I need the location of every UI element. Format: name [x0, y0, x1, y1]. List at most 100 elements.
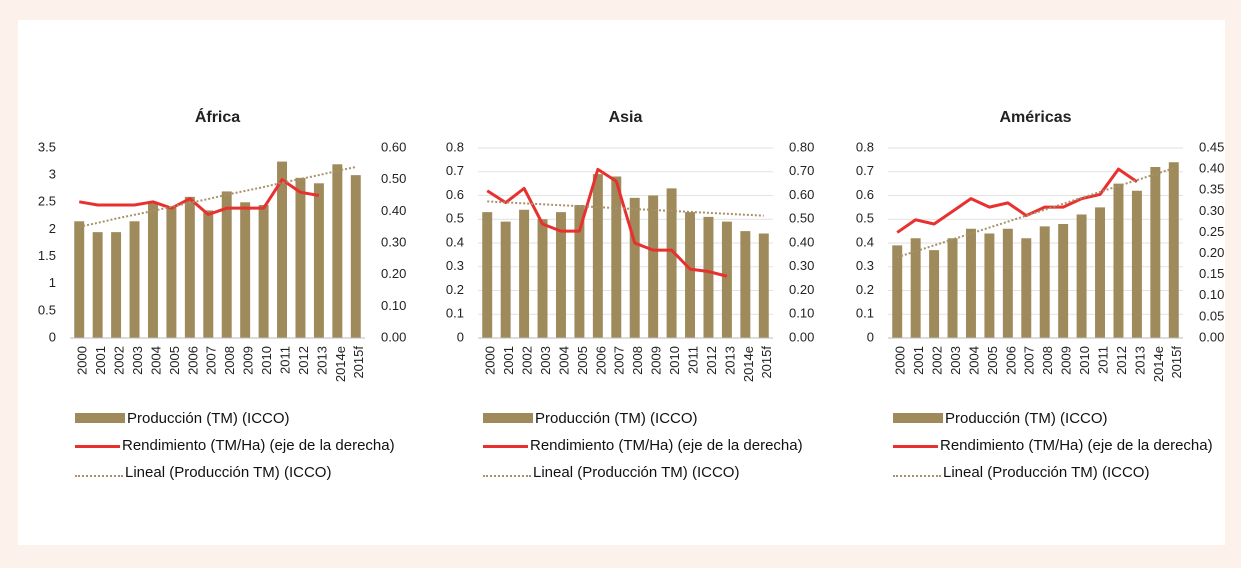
bar [965, 228, 976, 338]
y2-tick-label: 0.20 [381, 266, 406, 281]
legend-label: Lineal (Producción TM) (ICCO) [125, 464, 332, 481]
x-tick-label: 2012 [704, 346, 719, 375]
bar [984, 233, 995, 338]
legend-swatch [483, 413, 533, 423]
x-tick-label: 2008 [630, 346, 645, 375]
chart-title: Américas [999, 109, 1071, 126]
bar [648, 195, 659, 338]
y2-tick-label: 0.45 [1199, 139, 1224, 154]
bar [129, 221, 140, 338]
y2-tick-label: 0.00 [789, 329, 814, 344]
y2-tick-label: 0.20 [1199, 245, 1224, 260]
x-tick-label: 2007 [1022, 346, 1037, 375]
chart-title: Asia [609, 109, 643, 126]
x-tick-label: 2009 [241, 346, 256, 375]
legend-item: Lineal (Producción TM) (ICCO) [483, 459, 893, 486]
bar [1021, 238, 1032, 338]
x-tick-label: 2003 [948, 346, 963, 375]
bar [277, 161, 288, 338]
y2-tick-label: 0.05 [1199, 308, 1224, 323]
legend-swatch [893, 413, 943, 423]
x-tick-label: 2014e [333, 346, 348, 382]
legend-item: Producción (TM) (ICCO) [75, 405, 485, 432]
legend-swatch [893, 475, 941, 477]
y-tick-label: 0.2 [446, 282, 464, 297]
bar [555, 212, 566, 338]
y2-tick-label: 0.10 [381, 298, 406, 313]
trend-line [896, 167, 1175, 259]
x-tick-label: 2007 [612, 346, 627, 375]
line [486, 167, 728, 278]
legend-swatch [75, 413, 125, 423]
x-tick-label: 2004 [966, 346, 981, 375]
y-tick-label: 2 [49, 221, 56, 236]
bar [500, 221, 511, 338]
bar [1076, 214, 1087, 338]
y-tick-label: 0.5 [856, 211, 874, 226]
bar [203, 210, 214, 338]
y2-tick-label: 0.70 [789, 163, 814, 178]
bar [519, 209, 530, 338]
y-tick-label: 0.6 [856, 187, 874, 202]
x-tick-label: 2005 [167, 346, 182, 375]
bar [240, 202, 251, 338]
x-tick-label: 2011 [277, 346, 292, 374]
bar [74, 221, 85, 338]
y2-tick-label: 0.50 [789, 211, 814, 226]
x-tick-label: 2015f [759, 346, 774, 379]
y-tick-label: 1 [49, 275, 56, 290]
legend-swatch [75, 475, 123, 477]
y2-tick-label: 0.20 [789, 282, 814, 297]
bar [1168, 162, 1179, 338]
x-tick-label: 2015f [351, 346, 366, 379]
legend-label: Lineal (Producción TM) (ICCO) [533, 464, 740, 481]
x-tick-label: 2002 [930, 346, 945, 375]
x-tick-label: 2006 [593, 346, 608, 375]
bar [592, 174, 603, 338]
y2-tick-label: 0.25 [1199, 224, 1224, 239]
bar [184, 196, 195, 338]
bar [929, 250, 940, 338]
bar [611, 176, 622, 338]
y-tick-label: 0.7 [446, 163, 464, 178]
x-tick-label: 2004 [556, 346, 571, 375]
y2-tick-label: 0.10 [1199, 287, 1224, 302]
y-tick-label: 3.5 [38, 139, 56, 154]
x-tick-label: 2009 [649, 346, 664, 375]
y2-tick-label: 0.00 [1199, 329, 1224, 344]
bar [537, 219, 548, 338]
bar [685, 212, 696, 338]
legend-label: Rendimiento (TM/Ha) (eje de la derecha) [530, 437, 803, 454]
y2-tick-label: 0.80 [789, 139, 814, 154]
legend-swatch [75, 445, 120, 448]
bar [910, 238, 921, 338]
y2-tick-label: 0.30 [381, 234, 406, 249]
x-tick-label: 2013 [722, 346, 737, 375]
chart-title: África [195, 107, 240, 126]
x-tick-label: 2010 [667, 346, 682, 375]
legend-item: Lineal (Producción TM) (ICCO) [893, 459, 1223, 486]
y-tick-label: 0.1 [856, 306, 874, 321]
y-tick-label: 0.5 [446, 211, 464, 226]
legend-label: Producción (TM) (ICCO) [127, 410, 290, 427]
y-tick-label: 0 [49, 329, 56, 344]
legend-item: Producción (TM) (ICCO) [893, 405, 1223, 432]
bar [721, 221, 732, 338]
bar [1113, 183, 1124, 338]
x-tick-label: 2003 [130, 346, 145, 375]
y-tick-label: 0.7 [856, 163, 874, 178]
y2-tick-label: 0.50 [381, 171, 406, 186]
y2-tick-label: 0.40 [1199, 161, 1224, 176]
x-tick-label: 2013 [1132, 346, 1147, 375]
y-tick-label: 0.4 [446, 234, 464, 249]
legend-item: Lineal (Producción TM) (ICCO) [75, 459, 485, 486]
bar [350, 175, 361, 338]
bar [313, 183, 324, 338]
y-tick-label: 0.2 [856, 282, 874, 297]
legend-item: Rendimiento (TM/Ha) (eje de la derecha) [75, 432, 485, 459]
y2-tick-label: 0.35 [1199, 182, 1224, 197]
x-tick-label: 2010 [259, 346, 274, 375]
y2-tick-label: 0.30 [789, 258, 814, 273]
bar [1002, 228, 1013, 338]
